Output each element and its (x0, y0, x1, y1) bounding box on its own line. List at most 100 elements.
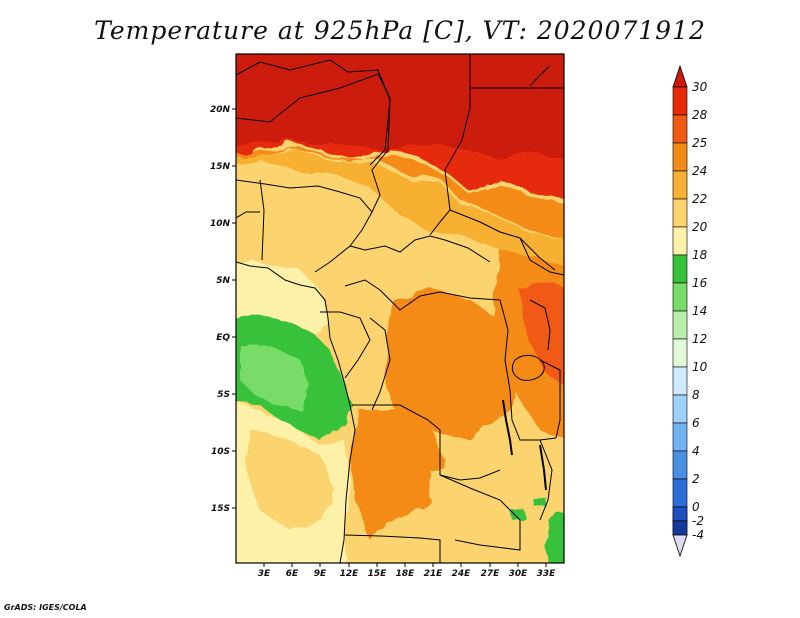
colorbar-label: 20 (692, 220, 708, 234)
lon-label: 30E (509, 569, 529, 579)
colorbar-label: 30 (692, 80, 708, 94)
border-congo-drc (369, 317, 391, 411)
lat-label: 5S (217, 390, 230, 400)
lon-label: 33E (537, 569, 557, 579)
lon-label: 12E (340, 569, 360, 579)
colorbar-label: -4 (692, 528, 704, 542)
nile-coast (529, 65, 551, 87)
region-14-16-ocean (240, 345, 310, 410)
lat-axis: 20N 15N 10N 5N EQ 5S 10S 15S (210, 105, 236, 514)
colorbar-label: 4 (692, 444, 700, 458)
region-20-22-southwest (245, 430, 335, 530)
lon-label: 21E (424, 569, 444, 579)
coastline-west-africa (236, 261, 356, 563)
border-ghana-burkina (236, 211, 260, 219)
border-malawi (539, 439, 553, 521)
lon-axis: 3E 6E 9E 12E 15E 18E 21E 24E 27E 30E 33E (258, 563, 556, 579)
border-drc-angola (352, 404, 501, 481)
colorbar-label: 28 (692, 108, 708, 122)
colorbar-swatch (672, 478, 688, 508)
border-benin-togo (259, 179, 265, 261)
lat-label: 15S (211, 504, 230, 514)
colorbar-label: 8 (692, 388, 700, 402)
colorbar-label: 2 (692, 472, 700, 486)
border-gabon-congo (320, 311, 371, 379)
colorbar-swatch (672, 142, 688, 172)
region-22-24-sahel (236, 152, 564, 269)
lake-victoria (511, 354, 545, 381)
map-frame (235, 53, 565, 564)
colorbar-swatch (672, 226, 688, 256)
colorbar-swatch (672, 282, 688, 312)
colorbar-swatch (672, 170, 688, 200)
border-cameroon (349, 235, 491, 263)
colorbar-swatch (672, 198, 688, 228)
colorbar-label: 16 (692, 276, 708, 290)
colorbar-swatch (672, 520, 688, 536)
lake-tanganyika (502, 399, 513, 456)
colorbar-label: 10 (692, 360, 708, 374)
border-tanzania (539, 359, 561, 439)
lat-label: EQ (216, 333, 230, 343)
border-nigeria (236, 179, 373, 273)
colorbar-swatch (672, 450, 688, 480)
colorbar-label: 14 (692, 304, 707, 318)
border-car-drc (344, 279, 501, 311)
lat-label: 15N (210, 162, 231, 172)
region-16-18-lake2 (534, 496, 546, 508)
border-angola-namibia (344, 534, 441, 563)
map-title: Temperature at 925hPa [C], VT: 202007191… (94, 16, 706, 45)
colorbar-top-arrow (672, 64, 688, 88)
border-mali-niger (236, 73, 379, 123)
credit-text: GrADS: IGES/COLA (4, 603, 87, 612)
border-zambia (439, 474, 521, 551)
border-niger-chad (371, 73, 391, 213)
lon-label: 24E (452, 569, 472, 579)
region-25-28-east (520, 280, 564, 386)
border-ethiopia (519, 237, 564, 276)
colorbar-swatch (672, 114, 688, 144)
lon-label: 6E (286, 569, 299, 579)
colorbar-label: 18 (692, 248, 708, 262)
colorbar: 30 28 25 24 22 20 18 16 14 12 10 8 6 4 2… (672, 64, 708, 558)
region-16-18-lake (510, 508, 526, 522)
border-uganda-kenya (529, 299, 551, 351)
lon-label: 18E (396, 569, 416, 579)
lon-label: 27E (481, 569, 501, 579)
border-drc-east (499, 299, 557, 441)
colorbar-label: 6 (692, 416, 700, 430)
region-20-22-south (430, 460, 545, 563)
colorbar-swatch (672, 310, 688, 340)
lat-label: 10S (211, 447, 230, 457)
lake-malawi (539, 444, 547, 491)
colorbar-label: 25 (692, 136, 707, 150)
colorbar-swatch (672, 422, 688, 452)
region-24-25-sahel (236, 148, 564, 239)
border-chad-sudan (429, 107, 471, 236)
colorbar-label: 22 (692, 192, 707, 206)
colorbar-label: 12 (692, 332, 707, 346)
colorbar-label: -2 (692, 514, 704, 528)
colorbar-swatch (672, 394, 688, 424)
border-sudan-ssudan (449, 209, 556, 271)
region-gt30-north (236, 54, 564, 160)
lat-label: 10N (210, 219, 231, 229)
border-algeria-libya (236, 59, 391, 166)
colorbar-swatch (672, 254, 688, 284)
lat-label: 20N (210, 105, 231, 115)
colorbar-swatch (672, 338, 688, 368)
colorbar-swatch (672, 86, 688, 116)
colorbar-swatch (672, 366, 688, 396)
colorbar-label: 24 (692, 164, 707, 178)
country-borders (236, 54, 564, 563)
colorbar-label: 0 (692, 500, 700, 514)
lon-label: 9E (314, 569, 327, 579)
lon-label: 15E (368, 569, 388, 579)
colorbar-bottom-arrow (672, 534, 688, 558)
colorbar-swatch (672, 506, 688, 522)
temperature-field (236, 54, 564, 563)
region-24-25-congo (385, 288, 520, 440)
lat-label: 5N (216, 276, 230, 286)
region-24-25-angola (350, 410, 445, 540)
